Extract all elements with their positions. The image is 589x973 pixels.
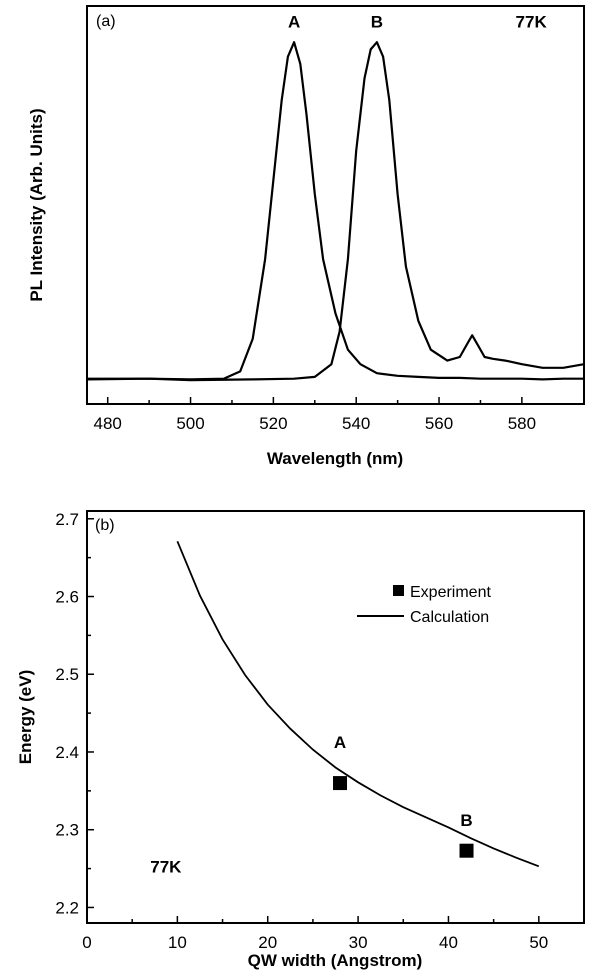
panel-a-annotations: A B 77K	[288, 13, 548, 32]
panel-b-annotation-a: A	[334, 733, 346, 752]
panel-a-annotation-77k: 77K	[516, 13, 548, 32]
panel-b-annotation-b: B	[460, 811, 472, 830]
panel-b-y-ticks	[87, 518, 94, 909]
panel-a-x-tick-labels: 480 500 520 540 560 580	[94, 414, 537, 433]
panel-b-experiment-point-b	[459, 843, 474, 858]
panel-b-x-axis-title: QW width (Angstrom)	[248, 951, 423, 970]
panel-b-y-axis-title: Energy (eV)	[16, 670, 35, 764]
panel-a-x-ticks	[106, 397, 523, 404]
panel-b-y-tick-label-2.4: 2.4	[55, 743, 79, 762]
panel-a-annotation-b: B	[371, 13, 383, 32]
panel-b-x-ticks	[86, 916, 540, 923]
panel-a-spectrum-line-2	[86, 41, 585, 382]
panel-b-y-tick-label-2.5: 2.5	[55, 665, 79, 684]
legend-experiment-label: Experiment	[410, 584, 491, 601]
panel-a-pl-spectra: (a) 480 500 520 540 560 580 A B 77K Wavelength …	[27, 5, 585, 468]
panel-a-x-tick-label-540: 540	[342, 414, 370, 433]
panel-b-x-tick-label-40: 40	[439, 933, 458, 952]
panel-b-experiment-point-a	[333, 776, 348, 791]
panel-b-x-tick-label-50: 50	[529, 933, 548, 952]
panel-b-y-tick-label-2.7: 2.7	[55, 510, 79, 529]
panel-a-x-tick-label-500: 500	[176, 414, 204, 433]
panel-b-plot-frame	[86, 510, 585, 924]
panel-b-x-tick-label-0: 0	[82, 933, 91, 952]
panel-b-x-tick-label-10: 10	[168, 933, 187, 952]
panel-b-calculation-series	[176, 540, 540, 868]
panel-a-series	[86, 41, 585, 382]
panel-b-annotations: A B 77K	[150, 733, 472, 876]
panel-b-x-tick-label-20: 20	[258, 933, 277, 952]
panel-b-y-tick-label-2.3: 2.3	[55, 821, 79, 840]
panel-a-spectrum-line-1	[87, 41, 584, 381]
panel-b-y-tick-label-2.2: 2.2	[55, 898, 79, 917]
panel-a-x-tick-label-560: 560	[425, 414, 453, 433]
panel-a-x-tick-label-480: 480	[94, 414, 122, 433]
panel-a-x-tick-label-580: 580	[508, 414, 536, 433]
panel-b-annotation-77k: 77K	[150, 857, 182, 876]
panel-b-label: (b)	[95, 517, 115, 534]
panel-a-plot-frame	[86, 5, 585, 405]
legend-calculation-label: Calculation	[410, 609, 489, 626]
panel-b-x-tick-label-30: 30	[349, 933, 368, 952]
panel-b-y-tick-labels: 2.2 2.3 2.4 2.5 2.6 2.7	[55, 510, 79, 918]
panel-b-calculation-line	[176, 540, 540, 868]
panel-b-energy-vs-width: (b) 0 10 20 30 40 50 2.2 2.3 2.4 2.5 2.6 2.7 A B 77K…	[16, 510, 585, 970]
panel-a-x-tick-label-520: 520	[259, 414, 287, 433]
panel-a-label: (a)	[96, 13, 116, 30]
panel-a-annotation-a: A	[288, 13, 300, 32]
legend-experiment-marker	[393, 585, 404, 596]
panel-a-y-axis-title: PL Intensity (Arb. Units)	[27, 108, 46, 301]
panel-a-x-axis-title: Wavelength (nm)	[267, 449, 403, 468]
panel-b-experiment-series	[333, 776, 474, 858]
panel-b-legend: Experiment Calculation	[357, 584, 491, 626]
panel-b-y-tick-label-2.6: 2.6	[55, 588, 79, 607]
panel-b-x-tick-labels: 0 10 20 30 40 50	[82, 933, 548, 952]
